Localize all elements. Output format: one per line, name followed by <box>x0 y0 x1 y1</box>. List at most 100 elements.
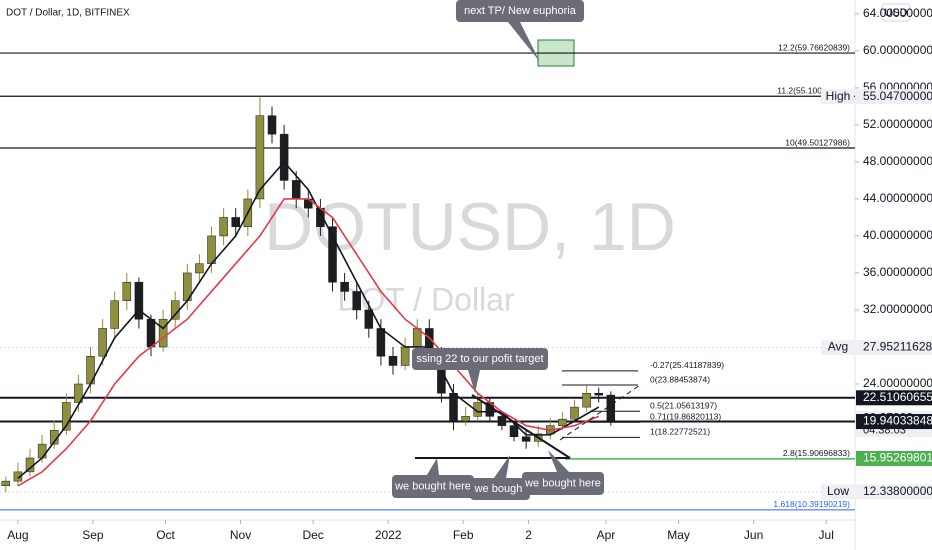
candle-body <box>509 425 519 437</box>
level-label: 1.618(10.39190219) <box>773 499 850 509</box>
callout-box <box>412 348 548 370</box>
price-tag-label: 19.94033848 <box>863 414 932 428</box>
candle-body <box>558 418 567 426</box>
level-label: 10(49.50127986) <box>785 137 850 147</box>
moving-average <box>17 198 600 487</box>
candle-body <box>388 355 398 366</box>
candle-body <box>400 346 410 366</box>
callout-text: ssing 22 to our pofit target <box>416 353 543 365</box>
price-tag-name-box <box>821 89 854 105</box>
x-tick-label: Jul <box>819 528 834 542</box>
price-tag-name: High <box>826 89 851 103</box>
candle-body <box>74 383 83 403</box>
projection-line <box>559 384 641 441</box>
candle-body <box>570 406 579 420</box>
callout-text: we bought here <box>394 480 471 492</box>
level-label: 0.71(19.86820113) <box>650 411 721 421</box>
level-label: 2.8(15.90696833) <box>783 448 850 458</box>
x-tick-label: Sep <box>82 528 104 542</box>
callout-pointer <box>468 370 480 393</box>
price-tag <box>856 414 932 430</box>
candle-body <box>98 328 107 357</box>
level-label: 11.2(55.100 <box>777 85 822 95</box>
y-tick-label: 60.00000000 <box>863 43 932 57</box>
price-tag-name-box <box>821 484 854 500</box>
candle-body <box>219 217 228 237</box>
callout-box <box>522 472 604 495</box>
callout-box <box>470 478 530 500</box>
candle-body <box>461 416 470 422</box>
candle-body <box>340 281 349 292</box>
candle-body <box>158 318 168 348</box>
candle-body <box>231 217 240 227</box>
candle-body <box>37 443 47 459</box>
y-tick-label: 64.00000000 <box>863 6 932 20</box>
price-tag <box>856 339 932 355</box>
level-label: 12.2(59.76620839) <box>778 42 850 52</box>
price-tag <box>856 89 932 105</box>
candle-body <box>521 436 531 442</box>
price-tag-label: 27.95211628 <box>863 340 932 354</box>
y-tick-label: 36.00000000 <box>863 265 932 279</box>
price-tag-name: Low <box>827 484 849 498</box>
x-tick-label: 2 <box>525 528 532 542</box>
y-tick-label: 24.00000000 <box>863 376 932 390</box>
candle-body <box>376 328 386 357</box>
level-label: 0.5(21.05613197) <box>650 400 717 410</box>
callout-text: we bought <box>474 483 526 495</box>
y-tick-label: 48.00000000 <box>863 154 932 168</box>
candle-body <box>170 300 180 320</box>
x-tick-label: Dec <box>302 528 323 542</box>
callout-text: we bought here <box>524 477 601 489</box>
x-tick-label: May <box>667 528 690 542</box>
x-tick-label: Oct <box>156 528 175 542</box>
callout-box <box>392 475 474 498</box>
y-tick-label: 32.00000000 <box>863 302 932 316</box>
candle-body <box>606 394 616 422</box>
y-tick-label: 44.00000000 <box>863 191 932 205</box>
callout-pointer <box>508 22 540 62</box>
candle-body <box>267 115 277 135</box>
candle-body <box>449 392 458 422</box>
callout-box <box>456 0 584 22</box>
y-tick-label: 40.00000000 <box>863 228 932 242</box>
candle-body <box>13 471 23 482</box>
candle-body <box>1 480 11 487</box>
marks <box>0 52 855 511</box>
candle-body <box>134 281 144 320</box>
price-tag-label: 55.04700000 <box>863 89 932 103</box>
callout-pointer <box>427 458 439 475</box>
currency-box <box>881 3 911 22</box>
candle-body <box>110 300 119 329</box>
level-label: -0.27(25.41187839) <box>650 360 724 370</box>
candle-body <box>594 392 603 396</box>
x-tick-label: Aug <box>7 528 28 542</box>
x-tick-label: Jun <box>744 528 763 542</box>
x-tick-label: Apr <box>597 528 616 542</box>
candle-body <box>328 226 337 283</box>
x-tick-label: Feb <box>453 528 474 542</box>
price-tag-label: 22.51060655 <box>863 390 932 404</box>
candle-body <box>146 318 156 348</box>
callout-pointer <box>494 455 510 478</box>
y-tick-label: 52.00000000 <box>863 117 932 131</box>
level-label: 1(18.22772521) <box>650 427 710 437</box>
x-tick-label: Nov <box>230 528 251 542</box>
candle-body <box>291 180 301 200</box>
callout-pointer <box>548 450 569 472</box>
candle-body <box>497 416 507 426</box>
candle-body <box>352 291 361 311</box>
price-tag <box>856 450 932 466</box>
x-tick-label: 2022 <box>375 528 402 542</box>
price-tag <box>856 390 932 406</box>
candle-body <box>62 402 71 431</box>
price-tag <box>856 484 932 500</box>
price-tag-name: Avg <box>828 340 848 354</box>
currency: USD <box>884 7 907 19</box>
watermark: DOTUSD, 1D <box>264 189 676 265</box>
candle-body <box>122 281 132 301</box>
candle-body <box>255 115 265 200</box>
price-tag-label: 15.95269801 <box>863 451 932 465</box>
